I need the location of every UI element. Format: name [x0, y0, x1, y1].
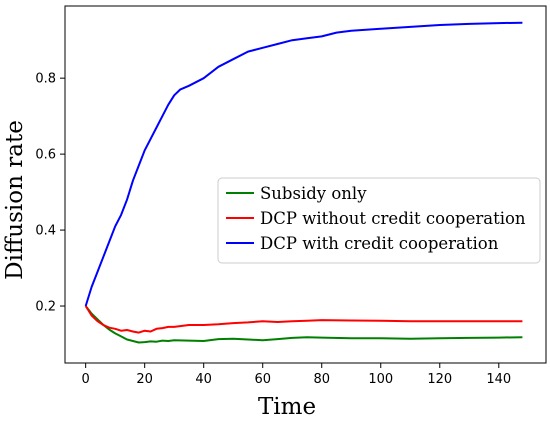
series-line-2 [84, 305, 523, 334]
plot-area [64, 5, 547, 364]
y-tick-label: 0.8 [35, 72, 56, 87]
x-tick-label: 20 [136, 372, 153, 387]
x-tick-label: 0 [82, 372, 90, 387]
x-tick-label: 60 [254, 372, 271, 387]
x-axis-ticks: 0 20 40 60 80 100 120 140 [82, 363, 511, 387]
x-tick-label: 100 [368, 372, 393, 387]
x-tick-label: 140 [486, 372, 511, 387]
x-axis-label: Time [258, 394, 316, 420]
x-tick-label: 120 [427, 372, 452, 387]
series-line-3 [84, 21, 523, 307]
x-tick-label: 80 [313, 372, 330, 387]
legend-label: DCP without credit cooperation [260, 209, 526, 228]
legend: Subsidy only DCP without credit cooperati… [217, 177, 541, 264]
series-line-1 [84, 305, 523, 344]
x-tick-label: 40 [195, 372, 212, 387]
y-tick-label: 0.2 [35, 300, 56, 315]
y-tick-label: 0.6 [35, 148, 56, 163]
y-axis-label: Diffusion rate [2, 120, 28, 280]
legend-box [217, 177, 541, 264]
y-tick-label: 0.4 [35, 224, 56, 239]
y-axis-ticks: 0.2 0.4 0.6 0.8 [35, 72, 65, 315]
legend-label: DCP with credit cooperation [260, 234, 499, 253]
legend-label: Subsidy only [260, 184, 367, 203]
plot-frame [64, 5, 547, 364]
